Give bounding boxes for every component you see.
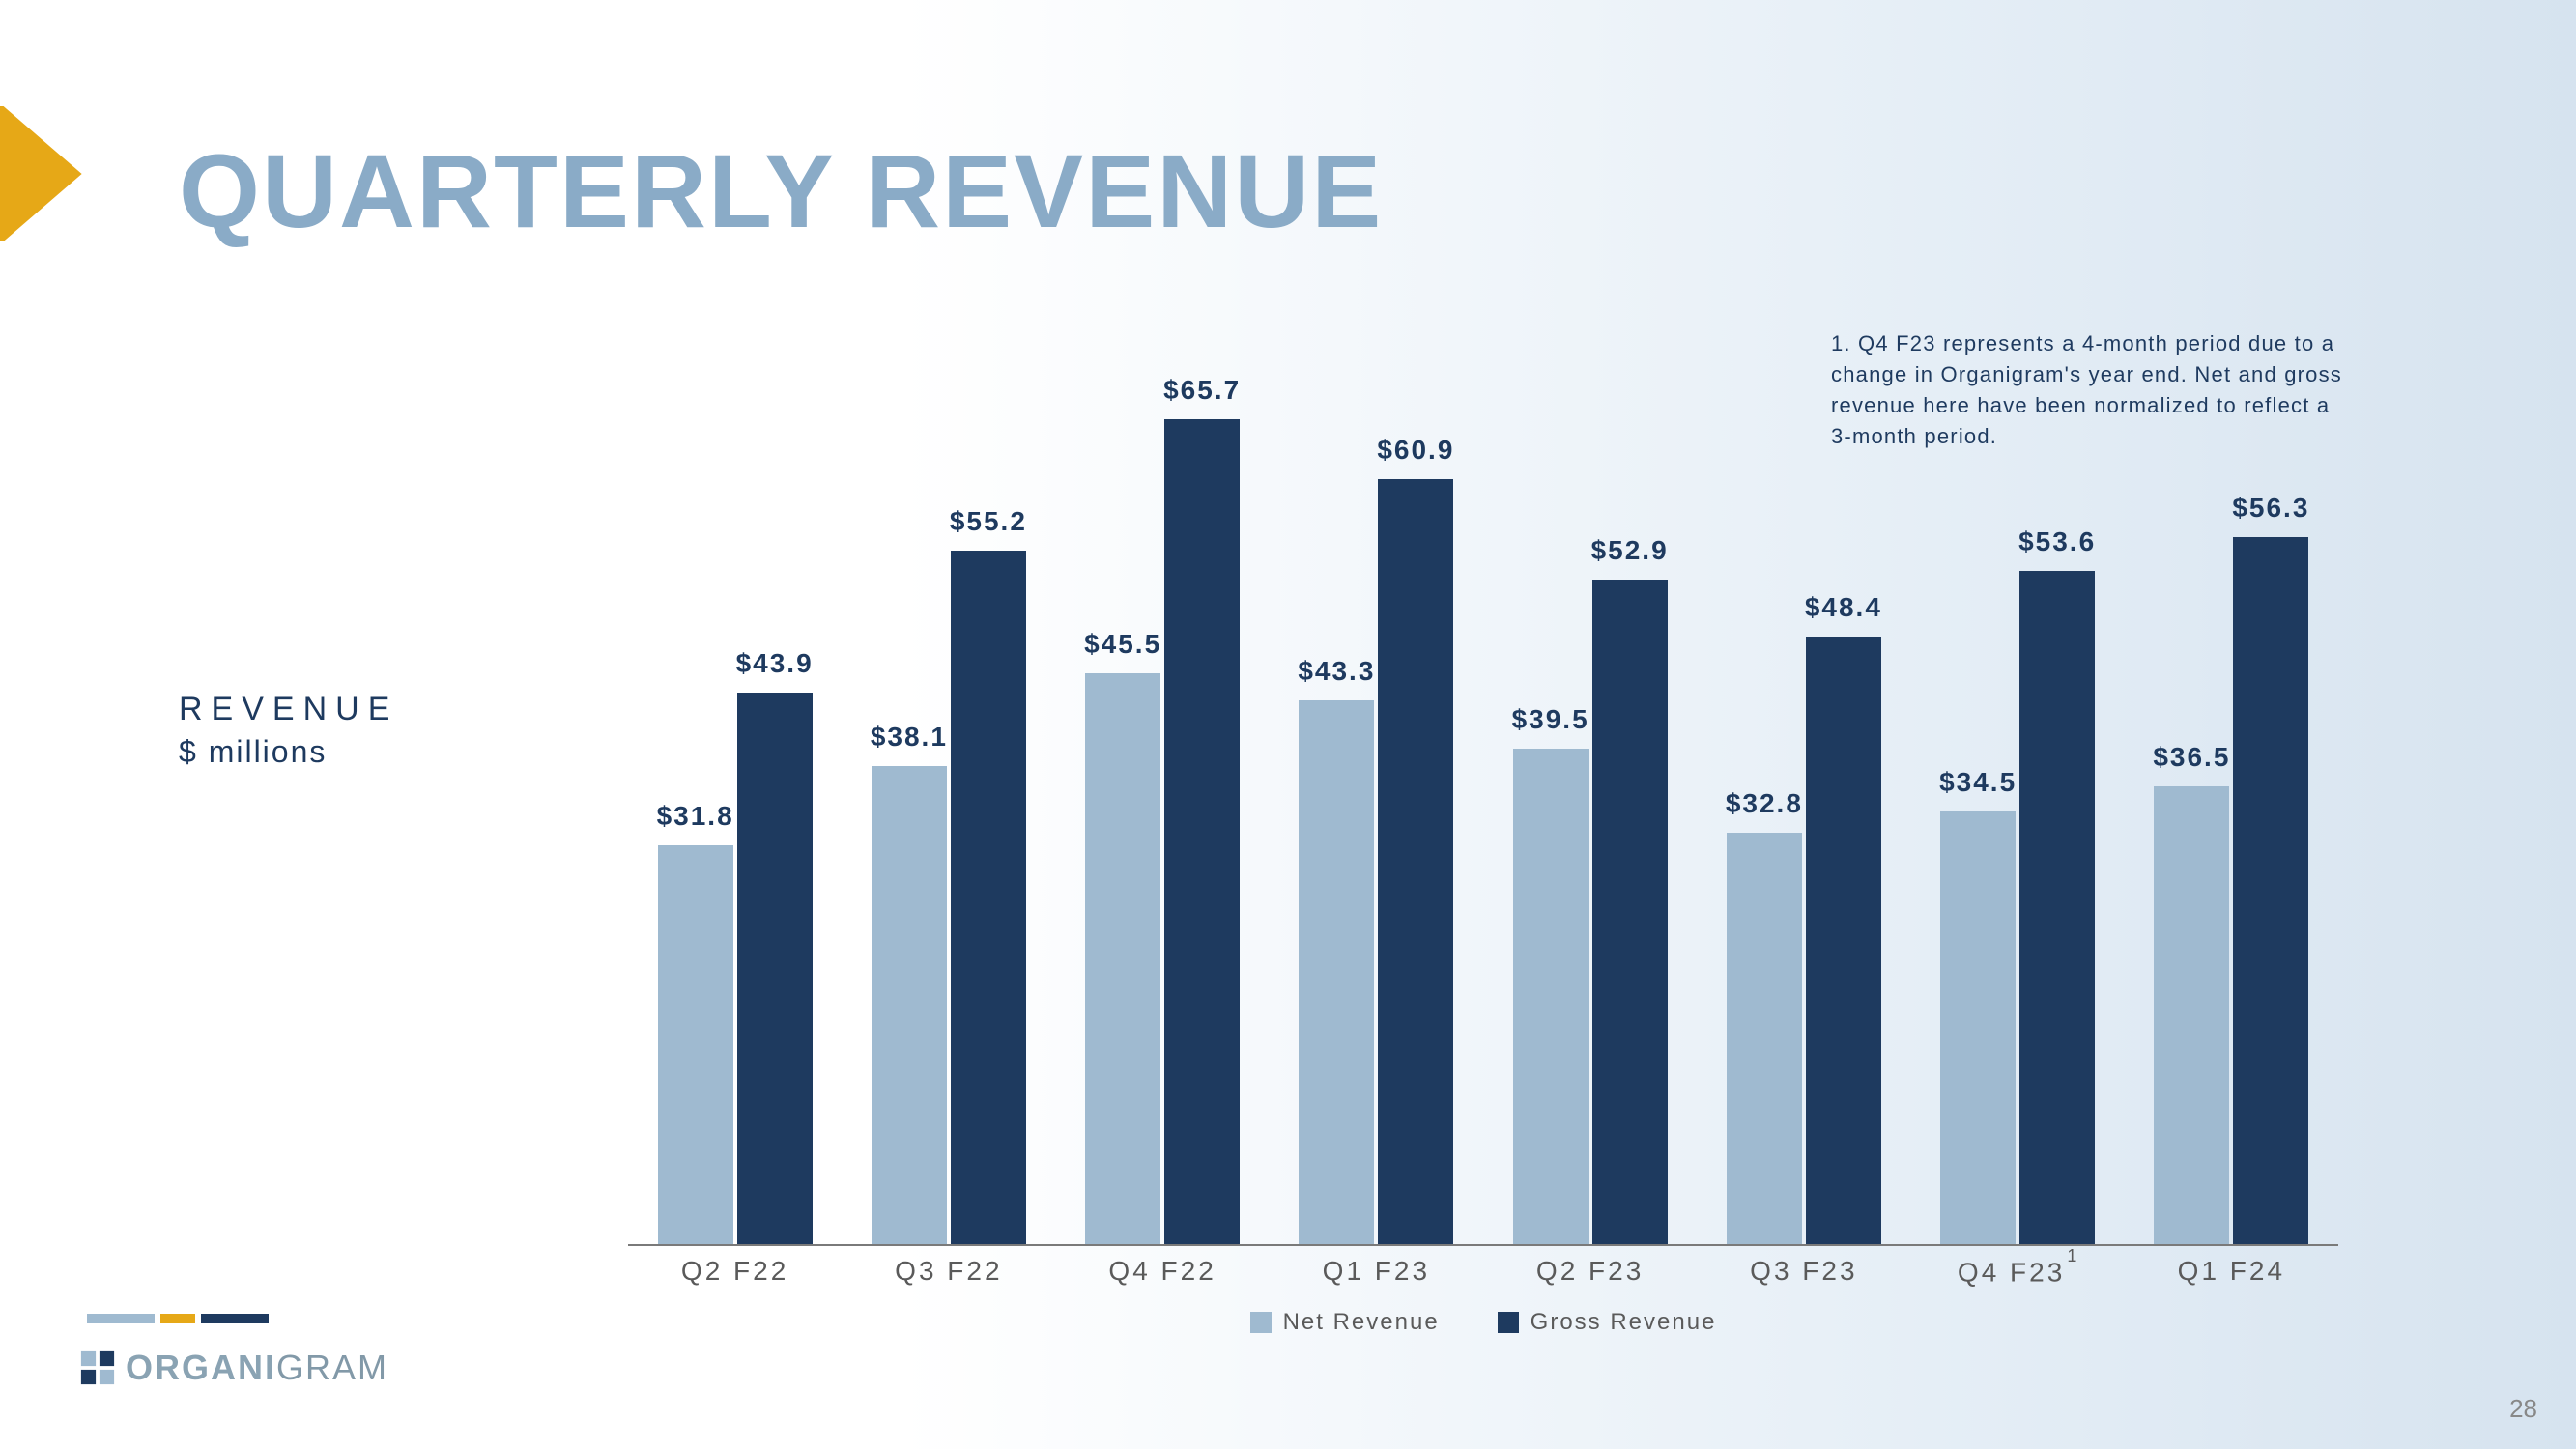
bar-value-label: $52.9 bbox=[1591, 535, 1669, 566]
axis-label-line2: $ millions bbox=[179, 734, 398, 770]
x-axis-category-label: Q3 F22 bbox=[842, 1256, 1055, 1288]
x-axis-category-label: Q4 F231 bbox=[1911, 1256, 2125, 1288]
revenue-chart: $31.8$43.9$38.1$55.2$45.5$65.7$43.3$60.9… bbox=[628, 367, 2338, 1265]
chart-x-labels: Q2 F22Q3 F22Q4 F22Q1 F23Q2 F23Q3 F23Q4 F… bbox=[628, 1256, 2338, 1288]
bar-value-label: $32.8 bbox=[1726, 788, 1803, 819]
chevron-icon bbox=[0, 106, 92, 242]
chart-bar: $48.4 bbox=[1806, 637, 1881, 1244]
x-axis-category-label: Q2 F23 bbox=[1483, 1256, 1697, 1288]
brand-wordmark: ORGANIGRAM bbox=[126, 1348, 388, 1388]
legend-label: Net Revenue bbox=[1283, 1309, 1440, 1336]
chart-bar-group: $45.5$65.7 bbox=[1056, 419, 1270, 1244]
x-axis-category-label: Q3 F23 bbox=[1697, 1256, 1910, 1288]
bar-value-label: $38.1 bbox=[871, 722, 948, 753]
chart-bar: $34.5 bbox=[1940, 811, 2016, 1245]
chart-bar: $65.7 bbox=[1164, 419, 1240, 1244]
x-axis-category-label: Q2 F22 bbox=[628, 1256, 842, 1288]
chart-bar: $32.8 bbox=[1727, 833, 1802, 1244]
chart-bar-group: $38.1$55.2 bbox=[842, 551, 1055, 1244]
chart-bar: $43.3 bbox=[1299, 700, 1374, 1244]
legend-label: Gross Revenue bbox=[1531, 1309, 1717, 1336]
chart-bar-groups: $31.8$43.9$38.1$55.2$45.5$65.7$43.3$60.9… bbox=[628, 367, 2338, 1244]
chart-bar: $60.9 bbox=[1378, 479, 1453, 1244]
chart-bar: $53.6 bbox=[2019, 571, 2095, 1244]
page-number: 28 bbox=[2509, 1394, 2537, 1424]
brand-word-light: GRAM bbox=[276, 1348, 388, 1387]
bar-value-label: $45.5 bbox=[1084, 629, 1161, 660]
x-axis-category-label: Q4 F22 bbox=[1056, 1256, 1270, 1288]
chart-bar: $52.9 bbox=[1592, 580, 1668, 1244]
bar-value-label: $48.4 bbox=[1805, 592, 1882, 623]
bar-value-label: $60.9 bbox=[1377, 435, 1454, 466]
chart-plot-area: $31.8$43.9$38.1$55.2$45.5$65.7$43.3$60.9… bbox=[628, 367, 2338, 1246]
page-title: QUARTERLY REVENUE bbox=[179, 130, 1383, 251]
bar-value-label: $65.7 bbox=[1163, 375, 1241, 406]
chart-bar: $38.1 bbox=[872, 766, 947, 1244]
chart-bar: $45.5 bbox=[1085, 673, 1160, 1245]
brand-logo: ORGANIGRAM bbox=[79, 1348, 388, 1388]
brand-word-bold: ORGANI bbox=[126, 1348, 276, 1387]
chart-bar: $31.8 bbox=[658, 845, 733, 1244]
y-axis-label: REVENUE $ millions bbox=[179, 691, 398, 770]
chart-bar: $39.5 bbox=[1513, 749, 1589, 1245]
chart-bar-group: $32.8$48.4 bbox=[1697, 637, 1910, 1244]
chart-bar: $56.3 bbox=[2233, 537, 2308, 1244]
chart-bar-group: $43.3$60.9 bbox=[1270, 479, 1483, 1244]
chart-bar: $55.2 bbox=[951, 551, 1026, 1244]
bar-value-label: $43.9 bbox=[736, 648, 814, 679]
chart-bar-group: $34.5$53.6 bbox=[1911, 571, 2125, 1244]
brand-color-strip bbox=[87, 1314, 269, 1323]
bar-value-label: $56.3 bbox=[2232, 493, 2309, 524]
brand-strip-segment bbox=[160, 1314, 195, 1323]
chart-bar: $43.9 bbox=[737, 693, 813, 1244]
brand-strip-segment bbox=[87, 1314, 155, 1323]
bar-value-label: $34.5 bbox=[1939, 767, 2017, 798]
bar-value-label: $31.8 bbox=[657, 801, 734, 832]
x-axis-category-label: Q1 F23 bbox=[1270, 1256, 1483, 1288]
bar-value-label: $36.5 bbox=[2153, 742, 2230, 773]
chart-legend: Net Revenue Gross Revenue bbox=[628, 1309, 2338, 1336]
bar-value-label: $55.2 bbox=[950, 506, 1027, 537]
footnote-marker: 1 bbox=[2067, 1246, 2079, 1265]
x-axis-category-label: Q1 F24 bbox=[2125, 1256, 2338, 1288]
chart-bar: $36.5 bbox=[2154, 786, 2229, 1245]
brand-strip-segment bbox=[201, 1314, 269, 1323]
legend-swatch bbox=[1250, 1312, 1272, 1333]
legend-item: Net Revenue bbox=[1250, 1309, 1440, 1336]
legend-item: Gross Revenue bbox=[1498, 1309, 1717, 1336]
chart-bar-group: $39.5$52.9 bbox=[1483, 580, 1697, 1244]
chart-bar-group: $36.5$56.3 bbox=[2125, 537, 2338, 1244]
axis-label-line1: REVENUE bbox=[179, 691, 398, 728]
bar-value-label: $43.3 bbox=[1298, 656, 1375, 687]
brand-mark-icon bbox=[79, 1350, 116, 1386]
legend-swatch bbox=[1498, 1312, 1519, 1333]
bar-value-label: $53.6 bbox=[2018, 526, 2096, 557]
bar-value-label: $39.5 bbox=[1512, 704, 1589, 735]
chart-bar-group: $31.8$43.9 bbox=[628, 693, 842, 1244]
